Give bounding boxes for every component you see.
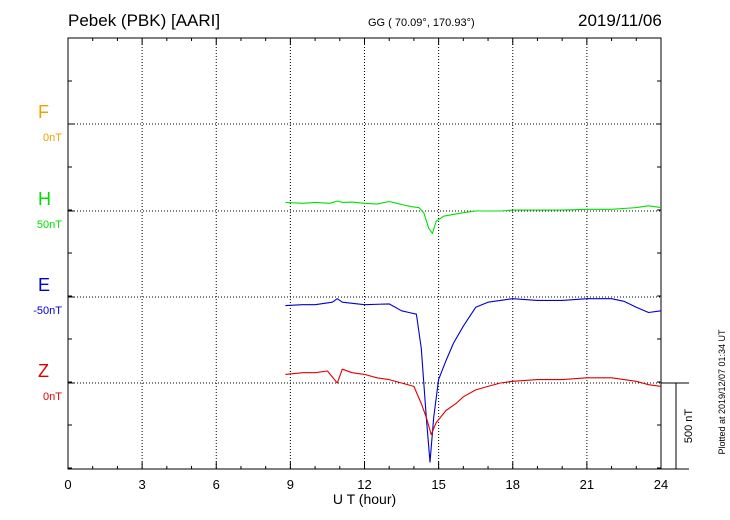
scale-bar: 500 nT (661, 382, 695, 470)
x-tick-label: 21 (580, 477, 594, 492)
scale-bar-label: 500 nT (683, 409, 695, 444)
grid-lines (68, 38, 661, 469)
plotted-timestamp: Plotted at 2019/12/07 01:34 UT (717, 329, 727, 455)
series-name-e: E (38, 275, 50, 295)
trace-e (285, 298, 662, 463)
series-traces (285, 200, 662, 463)
x-tick-label: 24 (654, 477, 668, 492)
x-tick-label: 9 (287, 477, 294, 492)
trace-h (285, 200, 662, 234)
series-baseline-h: 50nT (37, 219, 62, 231)
x-tick-label: 18 (506, 477, 520, 492)
series-baseline-f: 0nT (43, 132, 62, 144)
series-baseline-z: 0nT (43, 391, 62, 403)
plot-date: 2019/11/06 (578, 11, 662, 30)
axis-ticks (67, 38, 662, 469)
series-baseline-e: -50nT (33, 305, 62, 317)
series-name-h: H (38, 189, 51, 209)
x-tick-label: 6 (213, 477, 220, 492)
trace-z (285, 368, 662, 436)
x-tick-label: 0 (64, 477, 71, 492)
station-coords: GG ( 70.09°, 170.93°) (368, 17, 475, 29)
axis-labels: 0 3 6 9 12 15 18 21 24 U T (hour) F 0nT H 50nT E -50nT Z… (33, 102, 668, 507)
x-axis-label: U T (hour) (333, 491, 396, 507)
x-tick-label: 15 (431, 477, 445, 492)
station-title: Pebek (PBK) [AARI] (68, 11, 221, 30)
series-name-f: F (38, 102, 49, 122)
x-tick-label: 3 (139, 477, 146, 492)
series-name-z: Z (38, 361, 49, 381)
x-tick-label: 12 (357, 477, 371, 492)
